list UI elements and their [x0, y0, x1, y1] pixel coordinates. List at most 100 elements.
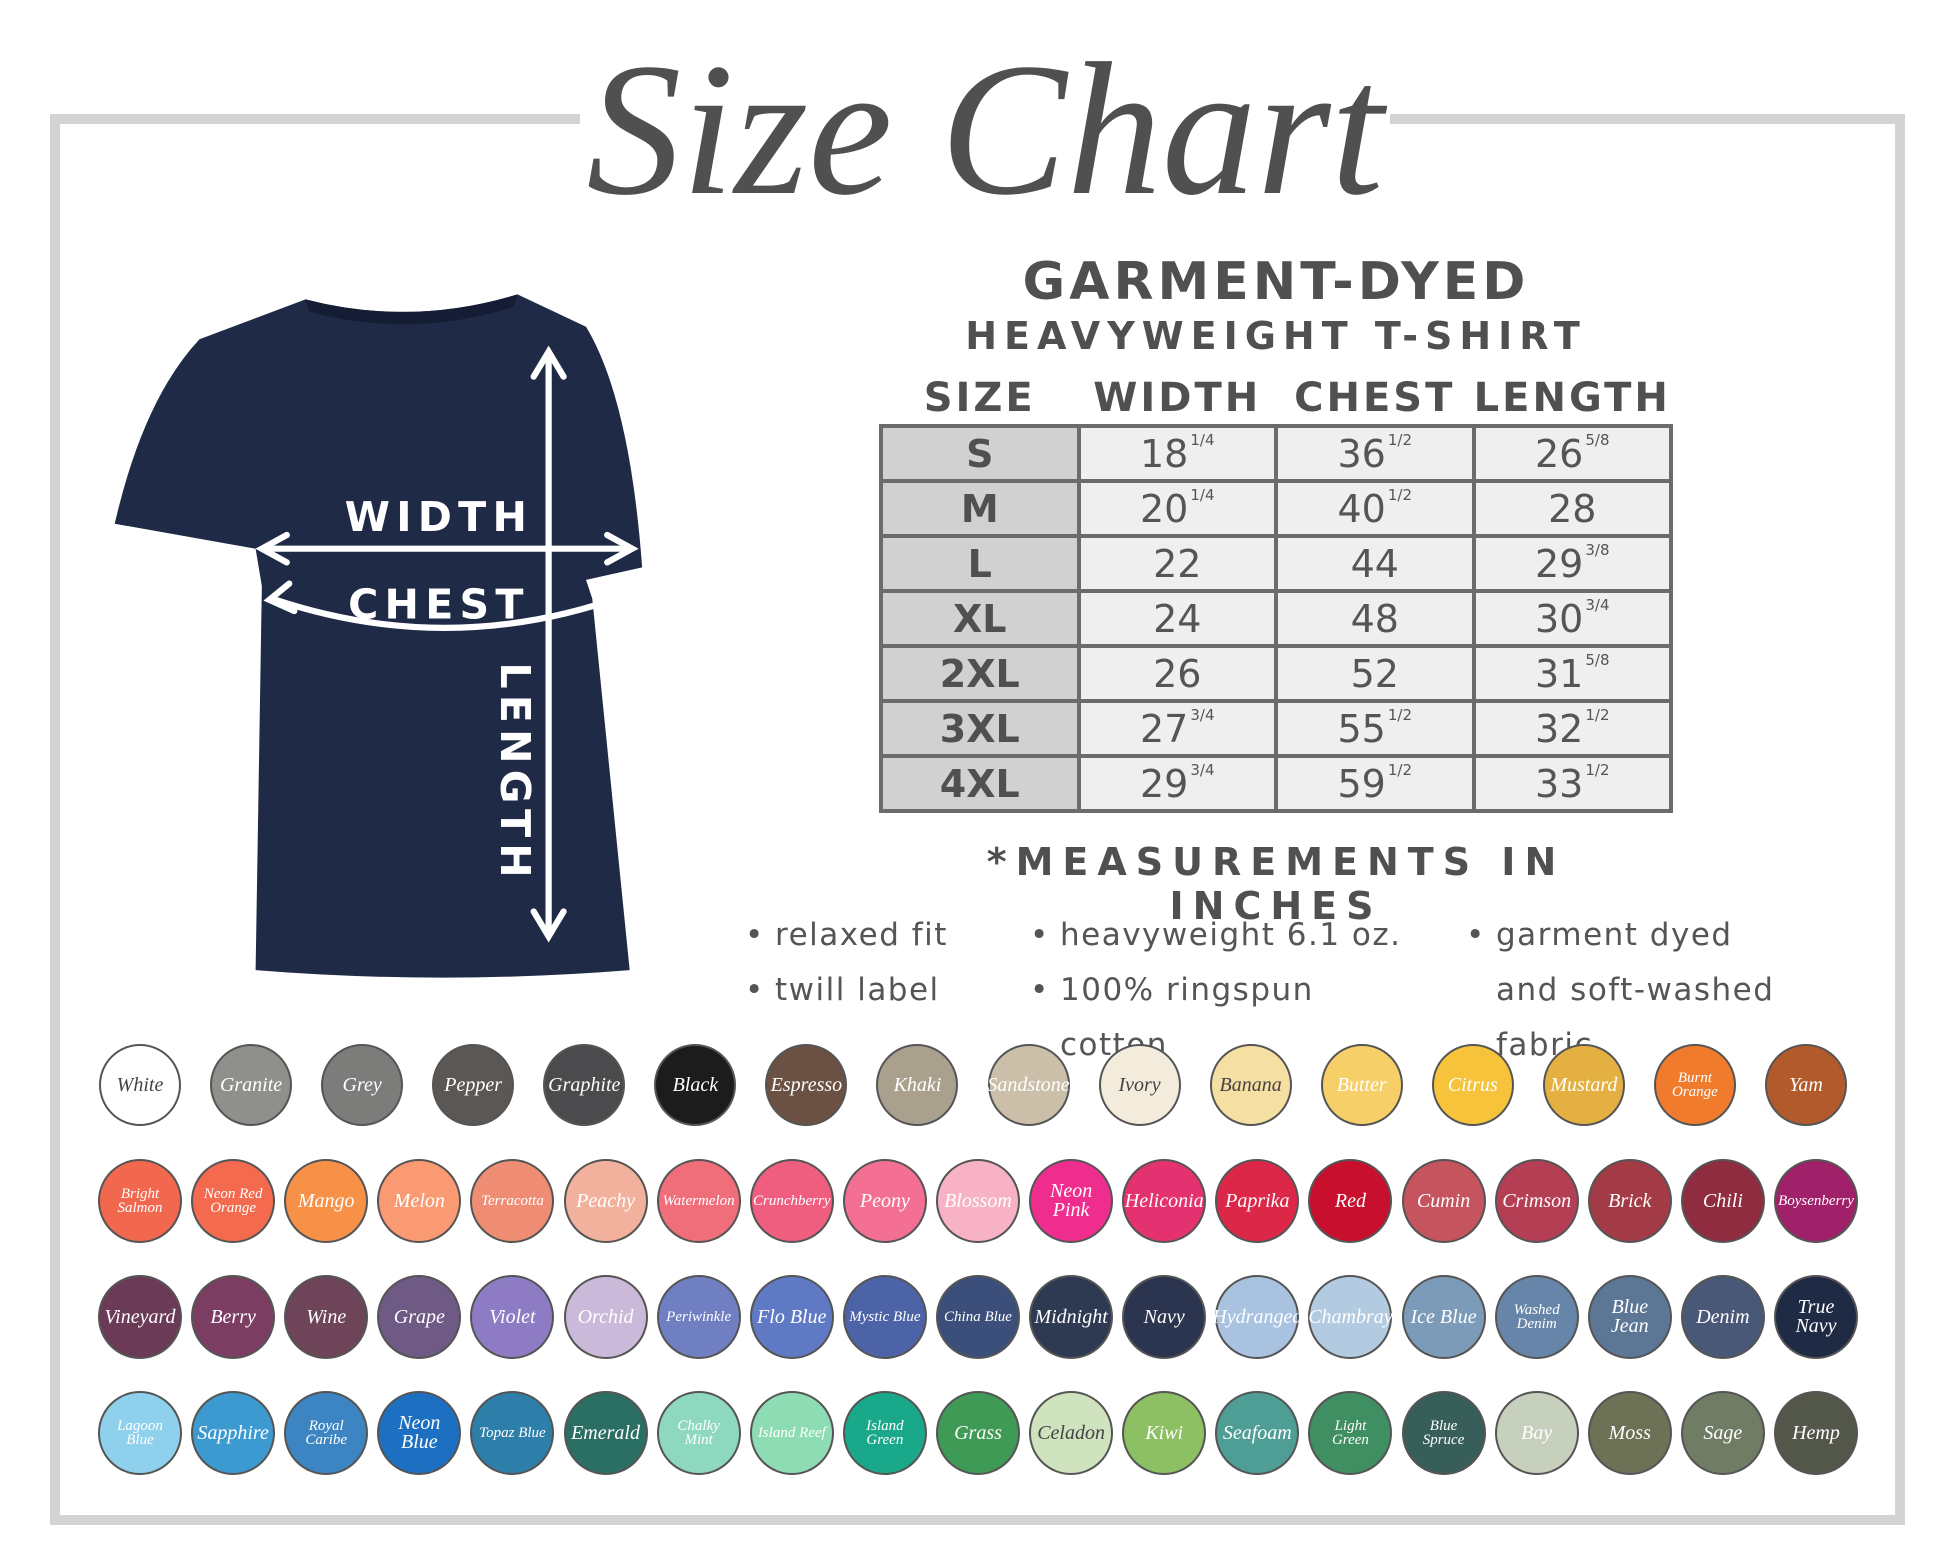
- color-swatch: Blossom: [936, 1159, 1020, 1243]
- value-cell: 40 1/2: [1274, 479, 1476, 538]
- color-swatch: Celadon: [1029, 1391, 1114, 1475]
- color-swatch: Butter: [1320, 1044, 1403, 1126]
- whole: M: [960, 486, 999, 531]
- whole: 48: [1350, 596, 1399, 641]
- value-cell: 27 3/4: [1076, 699, 1278, 758]
- whole: 26: [1535, 432, 1584, 476]
- color-swatch: Emerald: [563, 1391, 648, 1475]
- whole: 31: [1535, 652, 1584, 696]
- fraction: 5/8: [1585, 431, 1610, 449]
- color-swatch: Crunchberry: [749, 1159, 834, 1243]
- color-swatch: Navy: [1122, 1275, 1207, 1359]
- color-swatch: Moss: [1587, 1391, 1672, 1475]
- value-cell: 32 1/2: [1471, 699, 1673, 758]
- color-swatch: Hemp: [1774, 1391, 1858, 1475]
- whole: 18: [1140, 432, 1189, 476]
- size-cell: S: [879, 424, 1081, 483]
- color-swatch: Wine: [284, 1275, 369, 1359]
- color-swatch: Crimson: [1494, 1159, 1579, 1243]
- feature: twill label: [745, 963, 1005, 1018]
- size-table: SIZE WIDTH CHEST LENGTH S 18 1/4 36 1/2 26 5/8 M 20 1…: [879, 372, 1673, 813]
- color-swatch: Melon: [377, 1159, 462, 1243]
- table-row: M 20 1/4 40 1/2 28: [879, 479, 1673, 538]
- color-swatch: Orchid: [563, 1275, 648, 1359]
- header-cell: WIDTH: [1093, 375, 1262, 421]
- color-swatch: Paprika: [1215, 1159, 1300, 1243]
- color-swatch: Sage: [1680, 1391, 1765, 1475]
- value-cell: 20 1/4: [1076, 479, 1278, 538]
- product-line2: HEAVYWEIGHT T-SHIRT: [965, 314, 1587, 358]
- whole: 29: [1140, 762, 1189, 806]
- color-swatch: Island Reef: [749, 1391, 834, 1475]
- color-swatch: Red: [1308, 1159, 1393, 1243]
- whole: 4XL: [939, 761, 1020, 806]
- whole: 28: [1548, 486, 1597, 531]
- note: *MEASUREMENTS IN INCHES: [986, 840, 1566, 928]
- color-swatch: Hydrangea: [1212, 1275, 1302, 1359]
- feature-column: relaxed fittwill label: [745, 908, 1005, 1018]
- width-label: WIDTH: [345, 493, 533, 541]
- whole: 2XL: [939, 651, 1020, 696]
- color-swatch: Chili: [1680, 1159, 1765, 1243]
- length-label: LENGTH: [491, 662, 539, 884]
- value-cell: 29 3/8: [1471, 534, 1673, 593]
- value-cell: 18 1/4: [1076, 424, 1278, 483]
- value-cell: 44: [1274, 534, 1476, 593]
- color-swatch: Sapphire: [191, 1391, 276, 1475]
- fraction: 1/2: [1387, 706, 1412, 724]
- value-cell: 59 1/2: [1274, 754, 1476, 813]
- table-row: 4XL 29 3/4 59 1/2 33 1/2: [879, 754, 1673, 813]
- color-swatch: Seafoam: [1215, 1391, 1300, 1475]
- color-swatch: Kiwi: [1122, 1391, 1207, 1475]
- title: Size Chart: [580, 20, 1390, 240]
- feature: garment dyed and soft-washed fabric: [1466, 908, 1806, 1073]
- size-cell: 4XL: [879, 754, 1081, 813]
- whole: 22: [1153, 541, 1202, 586]
- fraction: 5/8: [1585, 651, 1610, 669]
- size-cell: XL: [879, 589, 1081, 648]
- fraction: 1/2: [1585, 706, 1610, 724]
- color-swatch: Chalky Mint: [656, 1391, 741, 1475]
- header-cell: SIZE: [923, 375, 1036, 421]
- color-swatch: Peachy: [563, 1159, 648, 1243]
- fraction: 3/8: [1585, 541, 1610, 559]
- fraction: 1/2: [1387, 486, 1412, 504]
- whole: 29: [1535, 542, 1584, 586]
- color-swatch: Washed Denim: [1494, 1275, 1579, 1359]
- color-swatch: Light Green: [1308, 1391, 1393, 1475]
- color-swatch: Heliconia: [1122, 1159, 1207, 1243]
- fraction: 1/2: [1585, 761, 1610, 779]
- color-swatch: Mango: [284, 1159, 369, 1243]
- color-swatch: Espresso: [765, 1044, 848, 1126]
- color-swatch: Blue Spruce: [1401, 1391, 1486, 1475]
- whole: 20: [1140, 487, 1189, 531]
- color-swatch: Burnt Orange: [1653, 1044, 1736, 1126]
- color-swatch: Grass: [936, 1391, 1020, 1475]
- color-swatch: Pepper: [432, 1044, 515, 1126]
- whole: 32: [1535, 707, 1584, 751]
- value-cell: 31 5/8: [1471, 644, 1673, 703]
- value-cell: 55 1/2: [1274, 699, 1476, 758]
- header-cell: LENGTH: [1473, 375, 1671, 421]
- size-cell: L: [879, 534, 1081, 593]
- color-swatch: Cumin: [1401, 1159, 1486, 1243]
- value-cell: 30 3/4: [1471, 589, 1673, 648]
- value-cell: 22: [1076, 534, 1278, 593]
- shirt-body: [114, 294, 643, 978]
- header-cell: CHEST: [1294, 375, 1456, 421]
- color-swatch: Neon Red Orange: [191, 1159, 276, 1243]
- whole: 55: [1337, 707, 1386, 751]
- color-swatch: Mystic Blue: [842, 1275, 927, 1359]
- color-swatch: Vineyard: [98, 1275, 182, 1359]
- color-swatch: Chambray: [1308, 1275, 1393, 1359]
- color-swatch: Lagoon Blue: [98, 1391, 182, 1475]
- whole: 36: [1337, 432, 1386, 476]
- fraction: 3/4: [1190, 761, 1215, 779]
- value-cell: 48: [1274, 589, 1476, 648]
- color-swatch: Denim: [1680, 1275, 1765, 1359]
- color-swatch: Grape: [377, 1275, 462, 1359]
- color-swatch: Sandstone: [987, 1044, 1070, 1126]
- color-swatch: Khaki: [876, 1044, 959, 1126]
- color-swatch: Berry: [191, 1275, 276, 1359]
